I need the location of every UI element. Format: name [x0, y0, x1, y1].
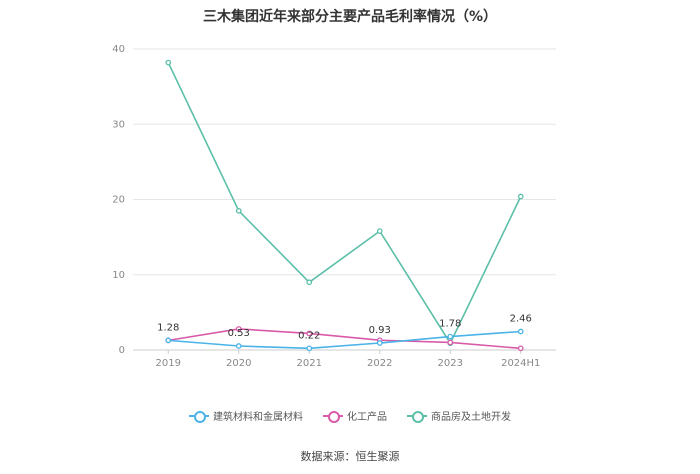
- x-tick-label: 2020: [226, 358, 251, 369]
- data-point[interactable]: [235, 343, 242, 349]
- data-label: 1.78: [439, 319, 461, 330]
- legend-line-circle-icon: [189, 410, 209, 423]
- series-line: [168, 328, 521, 350]
- data-point[interactable]: [447, 333, 454, 340]
- chart-title: 三木集团近年来部分主要产品毛利率情况（%）: [202, 9, 498, 25]
- data-point[interactable]: [165, 337, 172, 344]
- data-point[interactable]: [517, 193, 524, 200]
- y-axis: 0 10 20 30 40: [112, 44, 125, 356]
- data-label: 2.46: [510, 313, 532, 324]
- legend-label: 商品房及土地开发: [431, 412, 511, 423]
- legend-item[interactable]: 商品房及土地开发: [407, 408, 511, 423]
- x-tick-label: 2021: [297, 358, 322, 369]
- x-tick-label: 2022: [367, 358, 392, 369]
- data-point[interactable]: [235, 326, 242, 332]
- data-point[interactable]: [165, 59, 172, 66]
- data-point[interactable]: [306, 279, 313, 286]
- x-axis: 2019 2020 2021 2022 2023 2024H1: [156, 350, 540, 369]
- legend-line-circle-icon: [323, 410, 343, 423]
- x-tick-label: 2024H1: [501, 358, 540, 369]
- x-tick-label: 2023: [438, 358, 463, 369]
- y-tick-label: 30: [112, 119, 125, 130]
- data-point[interactable]: [517, 328, 524, 335]
- y-tick-label: 20: [112, 195, 125, 206]
- legend-label: 建筑材料和金属材料: [213, 412, 303, 423]
- y-tick-label: 10: [112, 270, 125, 281]
- data-point[interactable]: [447, 339, 454, 346]
- data-point[interactable]: [235, 207, 242, 214]
- data-label: 0.93: [369, 325, 391, 336]
- legend: 建筑材料和金属材料 化工产品 商品房及土地开发: [0, 408, 700, 423]
- source-note: 数据来源：恒生聚源: [300, 450, 400, 463]
- data-label: 0.53: [228, 328, 250, 339]
- series-lines: [165, 59, 524, 352]
- data-label: 0.22: [298, 330, 320, 341]
- data-point[interactable]: [517, 345, 524, 352]
- legend-item[interactable]: 建筑材料和金属材料: [189, 408, 303, 423]
- data-point[interactable]: [376, 228, 383, 234]
- series-line: [168, 330, 521, 350]
- y-tick-label: 40: [112, 44, 125, 55]
- grid-lines: [133, 48, 556, 351]
- y-tick-label: 0: [119, 345, 125, 356]
- data-point[interactable]: [376, 340, 383, 346]
- legend-label: 化工产品: [347, 412, 387, 423]
- data-point[interactable]: [306, 330, 313, 337]
- data-label: 1.28: [157, 322, 179, 333]
- data-point[interactable]: [306, 345, 313, 352]
- series-line: [167, 62, 522, 345]
- x-tick-label: 2019: [156, 358, 181, 369]
- legend-item[interactable]: 化工产品: [323, 408, 387, 423]
- data-labels: 1.28 0.53 0.22 0.93 1.78 2.46: [157, 313, 532, 341]
- legend-line-circle-icon: [407, 410, 427, 423]
